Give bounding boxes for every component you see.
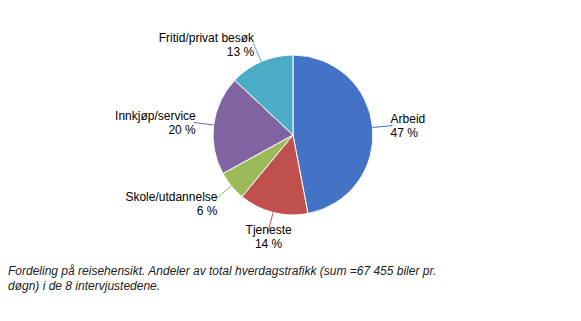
svg-text:Arbeid47 %: Arbeid47 % bbox=[391, 112, 426, 140]
html-text:Fordeling på reisehensikt. And: Fordeling på reisehensikt. Andeler av to… bbox=[8, 264, 437, 293]
svg-text:Skole/utdannelse6 %: Skole/utdannelse6 % bbox=[125, 190, 217, 218]
svg-text:Innkjøp/service20 %: Innkjøp/service20 % bbox=[115, 109, 196, 137]
svg-text:Fritid/privat besøk13 %: Fritid/privat besøk13 % bbox=[159, 31, 255, 59]
svg-text:Tjeneste14 %: Tjeneste14 % bbox=[246, 223, 292, 251]
